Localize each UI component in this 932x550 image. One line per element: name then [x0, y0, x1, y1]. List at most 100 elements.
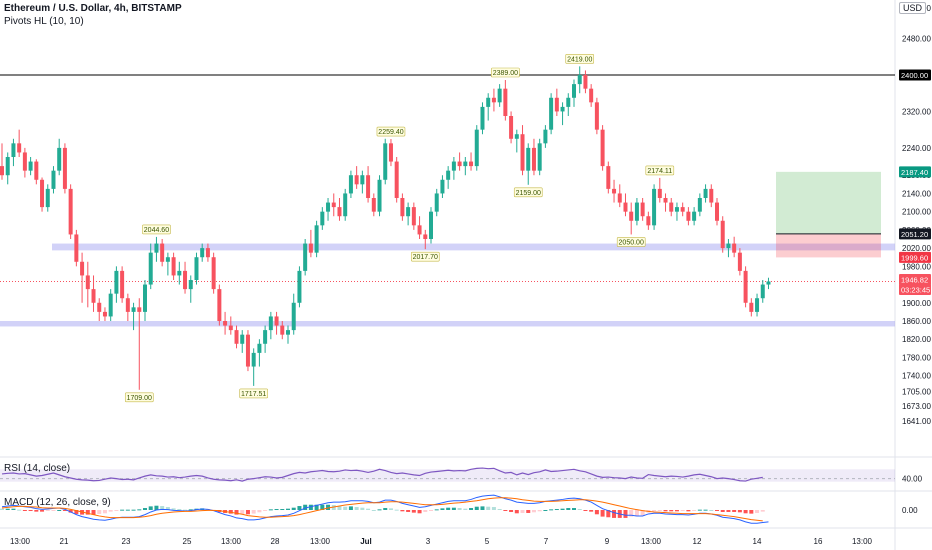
candle-body	[291, 302, 296, 331]
macd-histogram-bar	[320, 504, 325, 510]
macd-histogram-bar	[303, 504, 308, 510]
pivot-label-box	[410, 251, 440, 262]
macd-histogram-bar	[286, 508, 290, 510]
pivot-high-label: 2174.11	[645, 165, 675, 176]
macd-histogram-bar	[594, 510, 599, 515]
candle-body	[17, 143, 22, 153]
candle-body	[5, 157, 10, 176]
candle-body	[217, 289, 222, 321]
candle-body	[251, 352, 256, 367]
candle-body	[326, 202, 331, 212]
pivots-legend[interactable]: Pivots HL (10, 10)	[4, 16, 84, 27]
candle-body	[183, 270, 188, 290]
macd-histogram-bar	[74, 510, 79, 514]
macd-histogram-bar	[85, 510, 90, 515]
candle-body	[440, 179, 445, 194]
candle-body	[726, 243, 731, 249]
candle-body	[497, 88, 502, 103]
candle-body	[160, 243, 165, 262]
candle-body	[446, 170, 451, 180]
candle-body	[108, 293, 113, 317]
macd-histogram-bar	[760, 510, 765, 512]
candle-body	[360, 175, 365, 185]
candle-body	[348, 175, 353, 194]
price-label-text-stop-loss: 1999.60	[901, 253, 928, 262]
candle-body	[165, 257, 170, 262]
candle-body	[85, 275, 90, 290]
candle-body	[257, 343, 262, 353]
time-tick-label: 13:00	[221, 537, 242, 546]
macd-histogram-bar	[572, 508, 576, 510]
pivot-low-label: 2159.00	[513, 187, 543, 198]
macd-histogram-bar	[131, 509, 136, 511]
macd-histogram-bar	[171, 508, 176, 510]
macd-histogram-bar	[440, 508, 445, 510]
macd-histogram-bar	[720, 510, 725, 512]
candle-body	[531, 147, 536, 171]
macd-histogram-bar	[188, 509, 193, 511]
candle-body	[629, 211, 634, 221]
macd-histogram-bar	[5, 508, 10, 510]
rsi-legend[interactable]: RSI (14, close)	[4, 463, 71, 474]
candle-body	[491, 97, 496, 103]
price-tick-label: 2020.00	[902, 244, 931, 253]
candle-body	[314, 225, 319, 253]
macd-histogram-bar	[457, 508, 462, 510]
candle-body	[526, 147, 531, 171]
candle-body	[674, 207, 679, 212]
candle-body	[303, 243, 308, 271]
macd-histogram-bar	[480, 506, 485, 510]
candle-body	[514, 134, 519, 139]
macd-histogram-bar	[240, 510, 245, 515]
macd-histogram-bar	[280, 509, 285, 511]
candle-body	[560, 106, 565, 112]
price-tick-label: 2480.00	[902, 35, 931, 44]
macd-legend[interactable]: MACD (12, 26, close, 9)	[4, 497, 111, 508]
candle-body	[509, 116, 514, 139]
time-tick-label: 12	[693, 537, 702, 546]
candle-body	[486, 97, 491, 107]
macd-histogram-bar	[406, 510, 411, 512]
macd-histogram-bar	[377, 509, 382, 511]
candle-body	[11, 143, 16, 157]
candle-body	[57, 147, 62, 171]
currency-badge[interactable]: USD	[898, 2, 926, 14]
macd-histogram-bar	[102, 510, 107, 514]
macd-histogram-bar	[354, 507, 359, 510]
macd-histogram-bar	[34, 510, 39, 512]
macd-histogram-bar	[566, 508, 571, 510]
pivot-label-text: 2259.40	[378, 129, 403, 136]
macd-histogram-bar	[652, 510, 657, 512]
price-tick-label: 1673.00	[902, 402, 931, 411]
candle-body	[223, 321, 228, 326]
macd-histogram-bar	[337, 506, 342, 510]
price-tick-label: 2140.00	[902, 189, 931, 198]
symbol-legend[interactable]: Ethereum / U.S. Dollar, 4h, BITSTAMP	[4, 3, 182, 14]
candle-body	[137, 307, 142, 312]
candle-body	[22, 152, 27, 171]
macd-histogram-bar	[0, 508, 4, 510]
pivot-label-text: 2174.11	[647, 168, 672, 175]
price-tick-label: 1860.00	[902, 317, 931, 326]
time-tick-label: 3	[426, 537, 431, 546]
candle-body	[97, 302, 102, 312]
time-tick-label: 7	[544, 537, 549, 546]
candle-body	[634, 202, 639, 221]
candle-body	[211, 257, 216, 290]
macd-histogram-bar	[503, 510, 508, 511]
candle-body	[320, 211, 325, 226]
candle-body	[194, 257, 199, 280]
macd-histogram-bar	[486, 506, 491, 510]
macd-histogram-bar	[709, 510, 714, 511]
macd-histogram-bar	[343, 506, 348, 510]
candle-body	[680, 207, 685, 212]
candle-body	[286, 330, 290, 335]
candle-body	[280, 325, 285, 335]
pivot-label-text: 2389.00	[493, 70, 518, 77]
candle-body	[697, 198, 702, 212]
pivot-label-box	[239, 388, 268, 399]
candle-body	[686, 211, 691, 221]
price-label-text-entry: 2051.20	[901, 230, 928, 239]
macd-histogram-bar	[348, 506, 353, 510]
